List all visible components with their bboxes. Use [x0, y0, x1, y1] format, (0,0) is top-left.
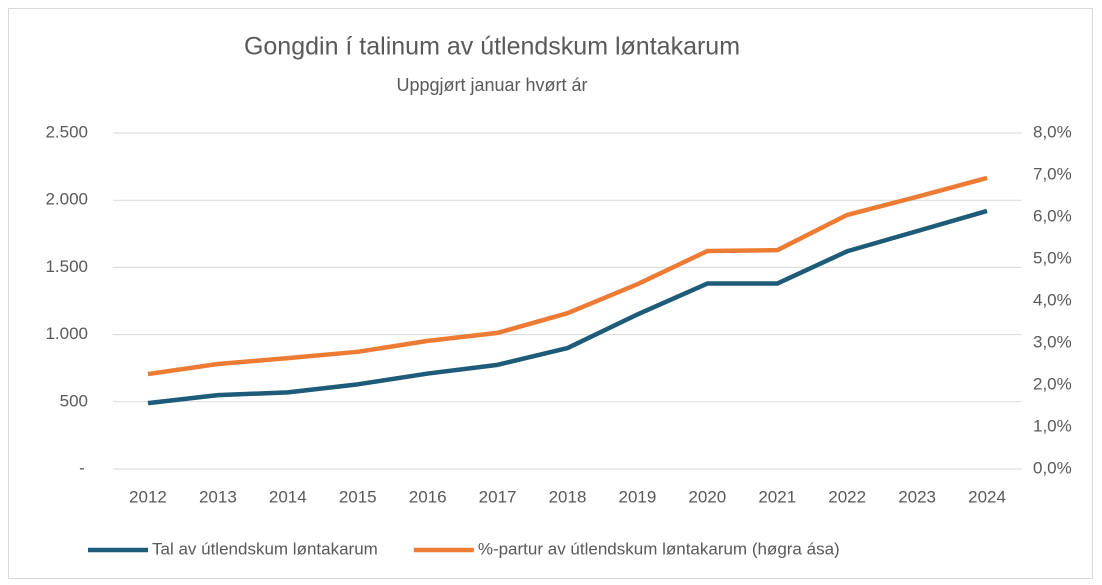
y2-tick-label: 5,0% — [1033, 248, 1072, 267]
x-tick-label: 2017 — [479, 487, 517, 506]
y2-tick-label: 1,0% — [1033, 416, 1072, 435]
x-tick-label: 2024 — [968, 487, 1006, 506]
y2-tick-label: 4,0% — [1033, 290, 1072, 309]
y-tick-label: 1.500 — [45, 257, 88, 276]
x-tick-label: 2013 — [199, 487, 237, 506]
chart-subtitle: Uppgjørt januar hvørt ár — [396, 75, 587, 95]
legend-label: Tal av útlendskum løntakarum — [152, 539, 378, 558]
x-tick-label: 2014 — [269, 487, 307, 506]
legend-label: %-partur av útlendskum løntakarum (høgra… — [478, 539, 840, 558]
y2-tick-label: 2,0% — [1033, 374, 1072, 393]
x-tick-label: 2016 — [409, 487, 447, 506]
x-tick-label: 2020 — [688, 487, 726, 506]
y-tick-label: 500 — [60, 391, 88, 410]
y2-tick-label: 8,0% — [1033, 122, 1072, 141]
x-tick-label: 2022 — [828, 487, 866, 506]
x-tick-label: 2015 — [339, 487, 377, 506]
y2-tick-label: 6,0% — [1033, 206, 1072, 225]
y2-tick-label: 3,0% — [1033, 332, 1072, 351]
y2-tick-label: 0,0% — [1033, 458, 1072, 477]
series-line — [147, 208, 988, 406]
series-line — [147, 175, 988, 377]
chart-title: Gongdin í talinum av útlendskum løntakar… — [244, 33, 740, 61]
y-tick-label: - — [79, 458, 85, 477]
y-tick-label: 2.000 — [45, 190, 88, 209]
x-tick-label: 2023 — [898, 487, 936, 506]
x-tick-label: 2019 — [619, 487, 657, 506]
x-tick-label: 2021 — [758, 487, 796, 506]
chart-border — [8, 8, 1093, 579]
x-tick-label: 2018 — [549, 487, 587, 506]
y-tick-label: 2.500 — [45, 122, 88, 141]
x-tick-label: 2012 — [129, 487, 167, 506]
y2-tick-label: 7,0% — [1033, 164, 1072, 183]
y-tick-label: 1.000 — [45, 324, 88, 343]
